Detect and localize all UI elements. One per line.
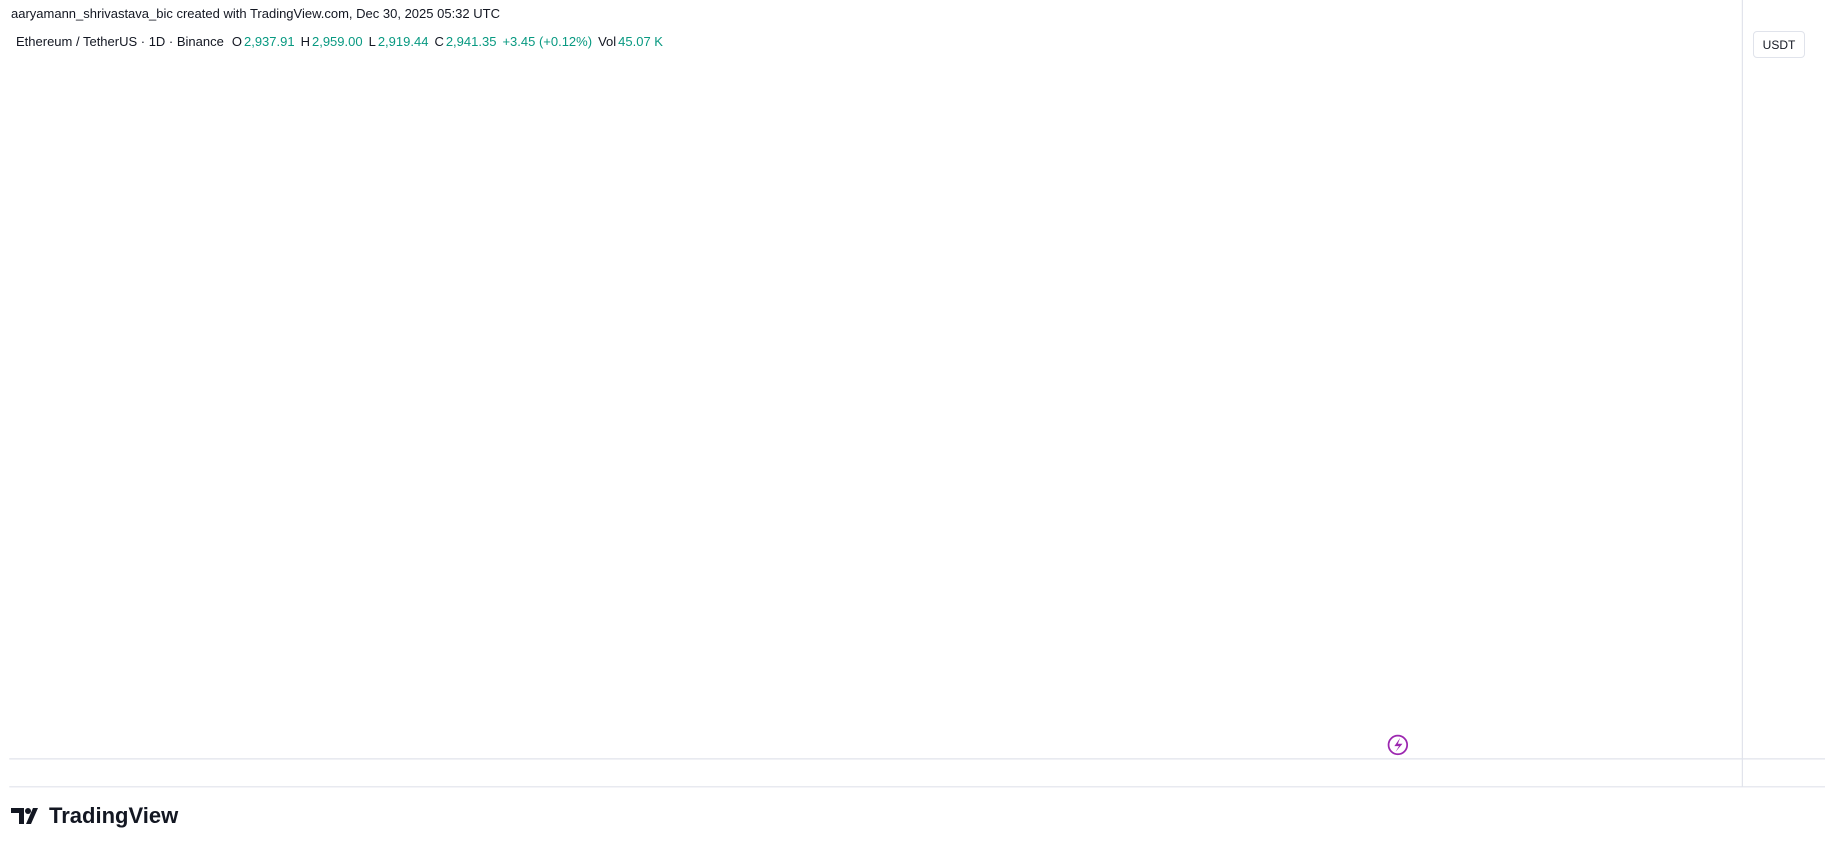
legend-key: O <box>231 34 242 49</box>
brand-name: TradingView <box>49 803 179 828</box>
credit: aaryamann_shrivastava_bic created with T… <box>11 6 500 21</box>
legend-key: C <box>434 34 444 49</box>
brand: TradingView <box>11 803 178 829</box>
symbol: Ethereum / TetherUS · 1D · Binance <box>16 34 224 49</box>
legend-value: 2,959.00 <box>311 34 363 49</box>
currency-button[interactable]: USDT <box>1753 31 1805 58</box>
legend-value: 2,941.35 <box>445 34 497 49</box>
legend-value: 2,919.44 <box>377 34 429 49</box>
legend-value: 2,937.91 <box>243 34 295 49</box>
brand-logo <box>11 808 38 824</box>
change: +3.45 (+0.12%) <box>502 34 593 49</box>
ohlc-legend: Ethereum / TetherUS · 1D · Binance O 2,937… <box>16 34 669 49</box>
legend-key: L <box>368 34 376 49</box>
legend-key: H <box>300 34 310 49</box>
legend-key: Vol <box>598 34 617 49</box>
legend-value: 45.07 K <box>618 34 663 49</box>
alert-icon <box>1387 734 1409 756</box>
